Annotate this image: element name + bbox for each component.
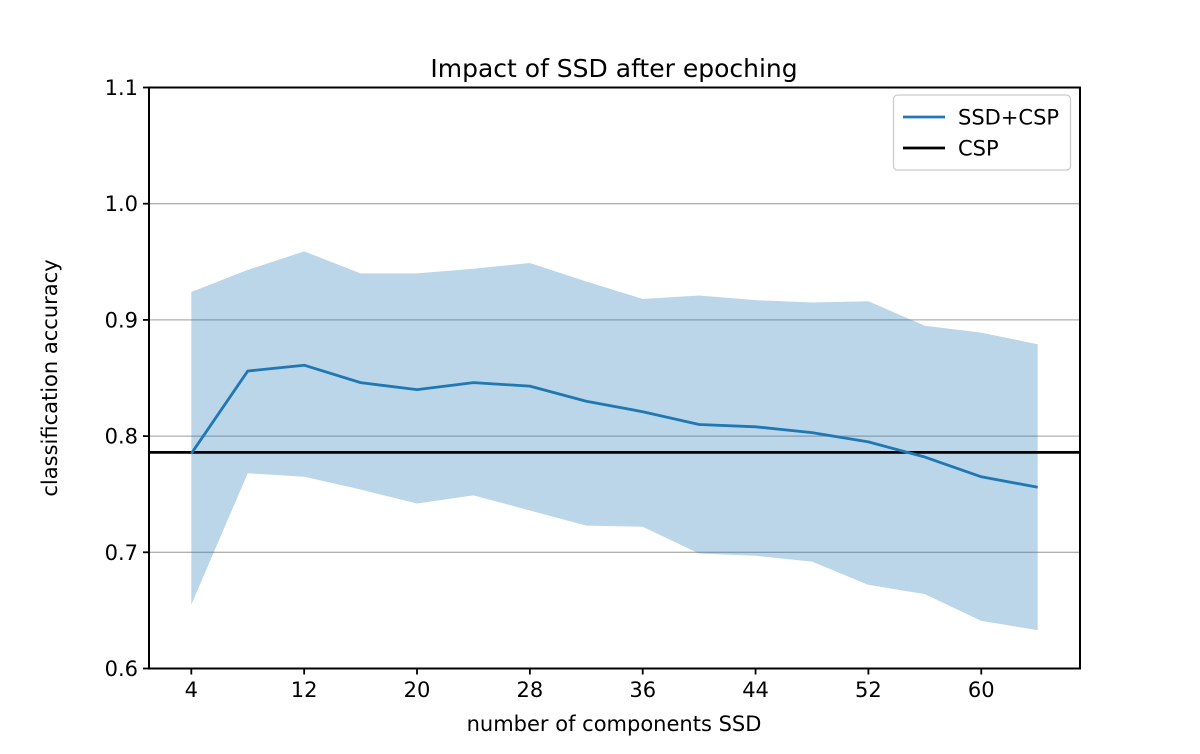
ssd-csp-line [190,363,1038,489]
y-tick-label-1.1: 1.1 [105,76,138,100]
x-tick-label-12: 12 [291,678,318,702]
chart-title: Impact of SSD after epoching [430,54,797,83]
y-axis-label: classification accuracy [38,259,62,496]
y-axis: 0.6 0.7 0.8 0.9 1.0 1.1 [105,76,149,681]
legend-label-ssd-csp: SSD+CSP [958,106,1059,130]
legend: SSD+CSP CSP [892,94,1072,171]
confidence-band [191,251,1038,631]
x-tick-label-4: 4 [185,678,198,702]
x-axis-label: number of components SSD [467,712,762,736]
y-tick-label-0.7: 0.7 [105,541,138,565]
x-axis: 4 12 20 28 36 44 52 60 [185,668,995,702]
plot-border [148,86,1081,670]
x-tick-label-28: 28 [516,678,543,702]
y-tick-label-0.8: 0.8 [105,425,138,449]
legend-label-csp: CSP [958,137,999,161]
x-tick-label-36: 36 [629,678,656,702]
x-tick-label-60: 60 [968,678,995,702]
y-tick-label-1.0: 1.0 [105,192,138,216]
x-tick-label-44: 44 [742,678,769,702]
legend-box [892,94,1072,171]
x-tick-label-52: 52 [855,678,882,702]
x-tick-label-20: 20 [404,678,431,702]
y-tick-label-0.6: 0.6 [105,657,138,681]
y-tick-label-0.9: 0.9 [105,308,138,332]
